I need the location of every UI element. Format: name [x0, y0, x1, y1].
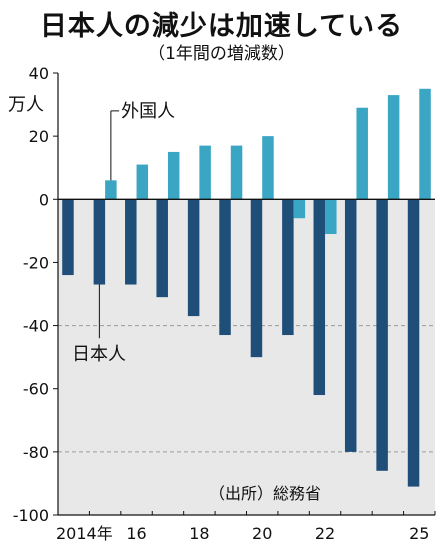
bar-japanese-2017	[156, 199, 168, 298]
x-tick-label: 20	[252, 524, 272, 543]
bar-japanese-2021	[282, 199, 294, 336]
bar-japanese-2018	[187, 199, 200, 317]
bar-foreign-2016	[136, 164, 149, 200]
bar-japanese-2020	[250, 199, 263, 358]
bar-foreign-2019	[230, 145, 243, 200]
chart-title: 日本人の減少は加速している	[39, 11, 404, 42]
bar-foreign-2024	[387, 95, 400, 200]
y-tick-label: 20	[29, 127, 49, 146]
x-tick-label: 22	[315, 524, 335, 543]
bar-japanese-2014	[62, 199, 74, 276]
bar-foreign-2017	[167, 151, 180, 200]
y-tick-label: -60	[23, 380, 49, 399]
bar-foreign-2015	[105, 180, 117, 200]
bar-japanese-2024	[376, 199, 388, 471]
bar-japanese-2015	[93, 199, 106, 285]
x-tick-label: 16	[126, 524, 146, 543]
y-tick-label: -80	[23, 443, 49, 462]
chart-subtitle: （1年間の増減数）	[148, 44, 295, 64]
bar-foreign-2022	[325, 199, 337, 235]
y-tick-label: 40	[29, 64, 49, 83]
bar-japanese-2019	[219, 199, 231, 336]
bar-japanese-2025	[407, 199, 420, 487]
x-tick-label: 18	[189, 524, 209, 543]
annotation-foreign: 外国人	[121, 101, 175, 122]
y-axis-unit-label: 万人	[8, 95, 44, 116]
bar-foreign-2018	[199, 145, 211, 200]
y-tick-label: -20	[23, 253, 49, 272]
source-note: （出所）総務省	[209, 484, 321, 503]
x-tick-label: 25	[409, 524, 429, 543]
annotation-japanese: 日本人	[72, 344, 126, 365]
y-tick-label: -100	[13, 506, 49, 525]
x-tick-label: 2014年	[56, 524, 113, 543]
plot-area-positive	[58, 73, 435, 200]
plot-area-negative	[58, 199, 435, 516]
y-tick-label: -40	[23, 317, 49, 336]
bar-foreign-2021	[293, 199, 306, 219]
bar-japanese-2022	[313, 199, 326, 396]
bar-japanese-2016	[125, 199, 137, 285]
bar-japanese-2023	[344, 199, 357, 452]
y-tick-label: 0	[39, 190, 49, 209]
bar-foreign-2020	[262, 136, 274, 200]
bar-foreign-2025	[419, 88, 431, 200]
bar-foreign-2023	[356, 107, 368, 200]
